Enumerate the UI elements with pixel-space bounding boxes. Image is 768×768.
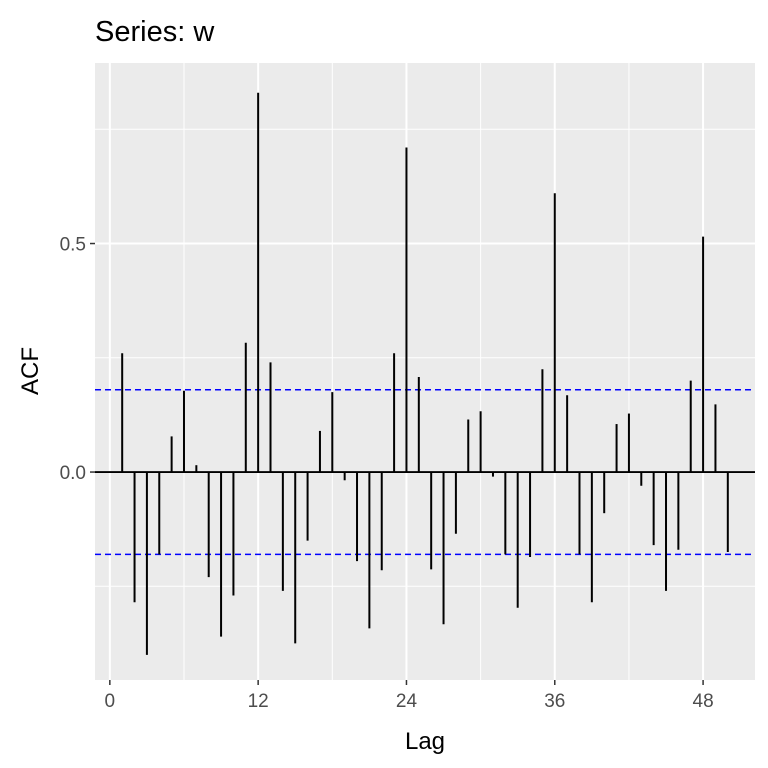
minor-gridlines bbox=[95, 63, 755, 680]
y-tick-label: 0.0 bbox=[60, 463, 86, 484]
plot-panel bbox=[95, 63, 755, 680]
x-tick-label: 48 bbox=[693, 691, 714, 712]
y-tick-label: 0.5 bbox=[60, 235, 86, 256]
x-tick-label: 36 bbox=[544, 691, 565, 712]
y-axis-title: ACF bbox=[17, 347, 44, 395]
y-axis: 0.0 0.5 bbox=[60, 235, 95, 484]
confidence-bounds bbox=[95, 389, 755, 556]
x-tick-label: 12 bbox=[248, 691, 269, 712]
chart-title: Series: w bbox=[95, 16, 215, 48]
x-tick-label: 0 bbox=[105, 691, 116, 712]
acf-bars bbox=[95, 92, 755, 655]
x-axis: 0 12 24 36 48 bbox=[105, 680, 714, 712]
x-axis-title: Lag bbox=[405, 728, 445, 755]
x-tick-label: 24 bbox=[396, 691, 418, 712]
